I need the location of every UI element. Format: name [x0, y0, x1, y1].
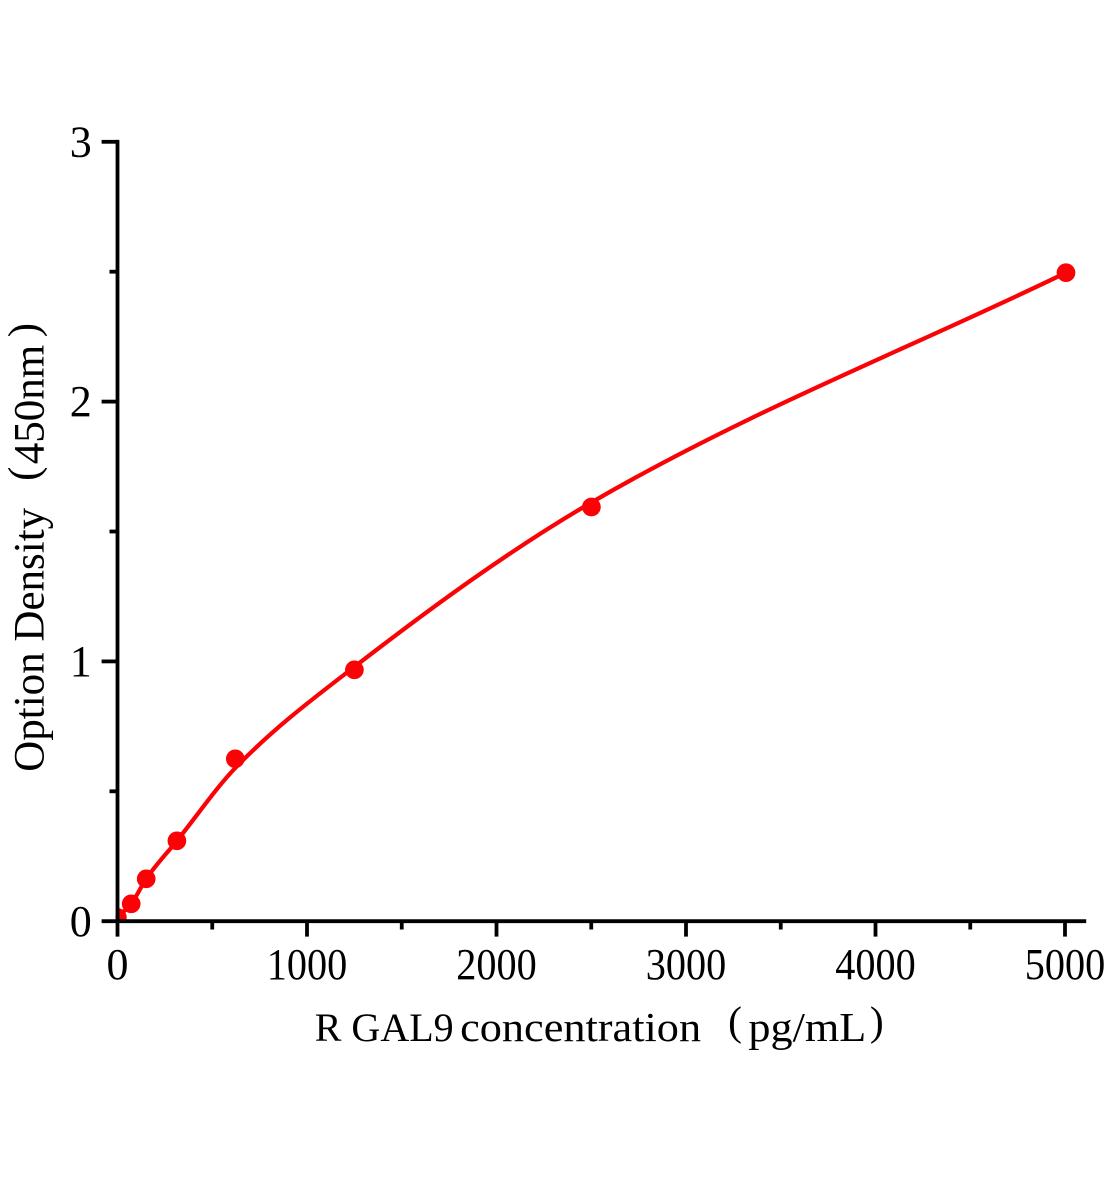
svg-text:450nm: 450nm — [7, 345, 54, 464]
svg-text:2: 2 — [70, 377, 92, 426]
svg-text:0: 0 — [107, 940, 129, 989]
svg-text:5000: 5000 — [1025, 940, 1104, 989]
svg-text:0: 0 — [70, 897, 92, 946]
svg-text:2000: 2000 — [456, 940, 537, 989]
svg-text:1000: 1000 — [267, 940, 348, 989]
svg-text:): ) — [1, 323, 48, 337]
svg-text:4000: 4000 — [835, 940, 916, 989]
svg-text:3: 3 — [70, 117, 92, 166]
svg-text:concentration: concentration — [460, 1004, 701, 1050]
svg-text:(: ( — [728, 998, 742, 1045]
svg-text:R GAL9: R GAL9 — [315, 1005, 454, 1050]
svg-text:pg/mL: pg/mL — [748, 1004, 866, 1050]
svg-text:): ) — [870, 998, 884, 1045]
svg-text:3000: 3000 — [646, 940, 727, 989]
svg-text:1: 1 — [70, 637, 92, 686]
svg-text:(: ( — [1, 467, 48, 481]
svg-text:Option Density: Option Density — [7, 507, 54, 771]
